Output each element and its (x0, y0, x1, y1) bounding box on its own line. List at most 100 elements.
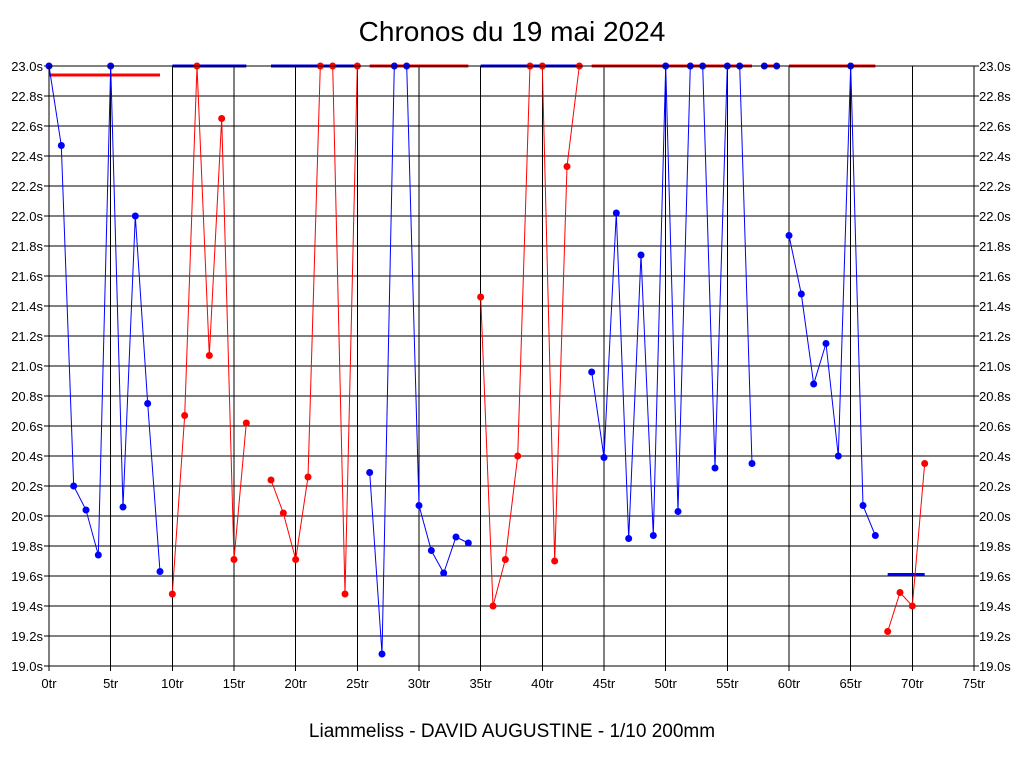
data-point (563, 163, 571, 170)
data-point (464, 539, 472, 547)
data-point (501, 556, 509, 563)
x-tick-label: 55tr (716, 676, 739, 691)
data-point (168, 590, 176, 598)
data-point (711, 464, 719, 472)
data-point (489, 602, 497, 610)
y-tick-label-right: 20.4s (979, 449, 1011, 464)
x-tick-label: 75tr (963, 676, 986, 691)
y-tick-label-left: 20.4s (11, 449, 43, 464)
data-point (144, 400, 152, 407)
y-tick-label-right: 22.4s (979, 149, 1011, 164)
y-tick-label-left: 19.8s (11, 539, 43, 554)
y-tick-label-left: 19.2s (11, 629, 43, 644)
data-point (921, 460, 929, 467)
y-tick-label-left: 21.8s (11, 239, 43, 254)
data-point (82, 506, 90, 514)
y-tick-label-right: 21.4s (979, 299, 1011, 314)
y-tick-label-right: 21.8s (979, 239, 1011, 254)
data-point (415, 502, 423, 509)
data-point (156, 568, 164, 575)
data-point (797, 290, 805, 298)
data-point (612, 209, 620, 217)
y-tick-label-left: 21.0s (11, 359, 43, 374)
y-tick-label-left: 20.8s (11, 389, 43, 404)
y-tick-label-left: 19.0s (11, 659, 43, 674)
y-tick-label-left: 22.0s (11, 209, 43, 224)
y-tick-label-right: 21.2s (979, 329, 1011, 344)
data-point (600, 454, 608, 461)
data-point (477, 293, 485, 301)
x-tick-label: 40tr (531, 676, 554, 691)
data-point (242, 419, 250, 427)
y-tick-label-left: 19.4s (11, 599, 43, 614)
data-point (551, 557, 559, 565)
data-point (884, 628, 892, 635)
y-tick-label-left: 21.4s (11, 299, 43, 314)
data-point (871, 532, 879, 539)
y-tick-label-left: 22.6s (11, 119, 43, 134)
data-point (378, 650, 386, 658)
x-tick-label: 10tr (161, 676, 184, 691)
data-point (131, 212, 139, 220)
x-tick-label: 25tr (346, 676, 369, 691)
x-tick-label: 70tr (901, 676, 924, 691)
data-point (810, 380, 818, 388)
data-point (181, 412, 189, 419)
chart-footer: Liammeliss - DAVID AUGUSTINE - 1/10 200m… (308, 721, 716, 742)
y-tick-label-right: 19.2s (979, 629, 1011, 644)
data-point (304, 473, 312, 481)
data-point (514, 452, 522, 460)
data-point (625, 535, 633, 542)
data-point (427, 547, 435, 554)
y-tick-label-left: 22.8s (11, 89, 43, 104)
data-point (267, 476, 275, 484)
data-point (637, 251, 645, 259)
data-point (822, 340, 830, 347)
data-point (341, 590, 349, 598)
x-tick-label: 65tr (839, 676, 862, 691)
x-tick-label: 0tr (41, 676, 57, 691)
data-point (785, 232, 793, 239)
y-tick-label-right: 19.6s (979, 569, 1011, 584)
y-tick-label-right: 21.0s (979, 359, 1011, 374)
y-tick-label-right: 22.0s (979, 209, 1011, 224)
series-line (887, 463, 926, 632)
x-tick-label: 35tr (469, 676, 492, 691)
data-point (279, 509, 287, 517)
data-point (452, 533, 460, 541)
y-tick-label-left: 21.2s (11, 329, 43, 344)
data-point (119, 503, 127, 511)
y-tick-label-right: 22.2s (979, 179, 1011, 194)
data-point (57, 142, 65, 149)
x-tick-label: 45tr (593, 676, 616, 691)
y-tick-label-left: 23.0s (11, 59, 43, 74)
data-point (859, 502, 867, 509)
data-point (908, 602, 916, 610)
data-point (218, 115, 226, 122)
data-point (205, 352, 213, 359)
data-point (588, 368, 596, 376)
data-point (230, 556, 238, 563)
y-tick-label-left: 20.0s (11, 509, 43, 524)
x-tick-label: 60tr (778, 676, 801, 691)
x-tick-label: 20tr (284, 676, 307, 691)
data-point (834, 452, 842, 460)
x-tick-label: 15tr (223, 676, 246, 691)
x-tick-label: 30tr (408, 676, 431, 691)
x-tick-label: 50tr (654, 676, 677, 691)
data-point (292, 556, 300, 563)
y-tick-label-right: 20.0s (979, 509, 1011, 524)
y-tick-label-right: 22.8s (979, 89, 1011, 104)
data-point (896, 589, 904, 596)
plot-frame (48, 65, 975, 667)
x-tick-label: 5tr (103, 676, 119, 691)
y-tick-label-left: 20.6s (11, 419, 43, 434)
y-tick-label-left: 22.4s (11, 149, 43, 164)
series-line (270, 65, 358, 595)
data-point (748, 460, 756, 467)
y-tick-label-right: 19.4s (979, 599, 1011, 614)
y-tick-label-right: 21.6s (979, 269, 1011, 284)
y-tick-label-left: 20.2s (11, 479, 43, 494)
y-tick-label-left: 21.6s (11, 269, 43, 284)
